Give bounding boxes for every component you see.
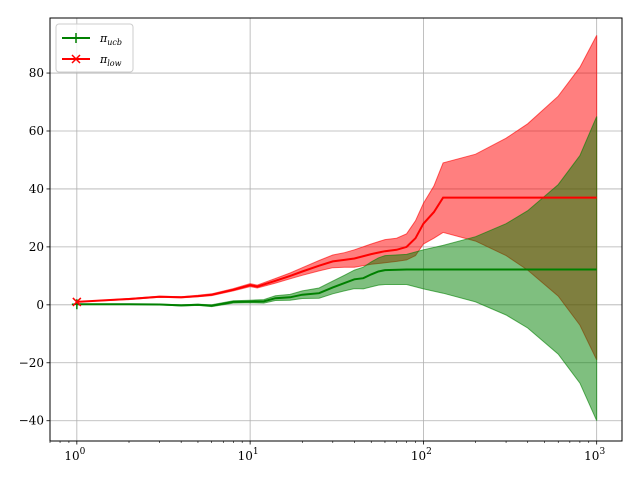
y-tick-label: 40 <box>29 182 44 196</box>
y-tick-label: 0 <box>36 298 44 312</box>
series-line-ucb <box>76 268 597 307</box>
y-tick-label: 60 <box>29 124 44 138</box>
legend-entry-low: πlow <box>62 53 122 68</box>
y-tick-label: 80 <box>29 66 44 80</box>
plot-frame <box>49 17 623 442</box>
legend-label: πlow <box>99 53 122 68</box>
legend: πucb πlow <box>55 23 134 73</box>
x-tick-label: 101 <box>238 447 259 463</box>
series-line-low <box>76 196 597 303</box>
y-tick-label: 20 <box>29 240 44 254</box>
y-tick-label: −40 <box>19 414 44 428</box>
series-lines <box>71 196 597 310</box>
x-tick-label: 103 <box>584 447 605 463</box>
series-marker-low <box>72 297 82 307</box>
legend-entry-ucb: πucb <box>62 32 122 47</box>
legend-marker <box>71 54 81 64</box>
y-tick-label: −20 <box>19 356 44 370</box>
legend-label: πucb <box>99 32 122 47</box>
axis-ticks: 100 101 102 103 −40 −20 0 20 40 60 80 <box>19 66 606 463</box>
x-tick-label: 102 <box>411 447 432 463</box>
x-tick-label: 100 <box>64 447 85 463</box>
